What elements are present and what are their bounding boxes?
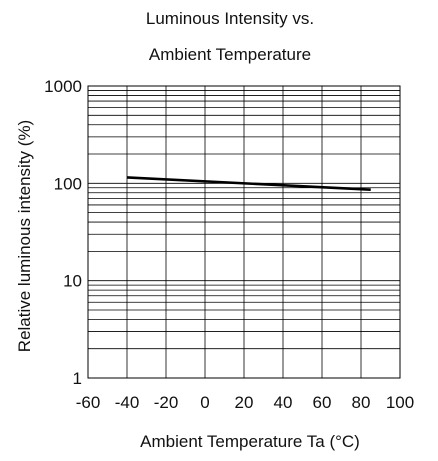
y-tick-label: 1 <box>73 369 82 388</box>
x-axis-ticks: -60 -40 -20 0 20 40 60 80 100 <box>76 393 414 412</box>
y-tick-label: 100 <box>54 174 82 193</box>
x-axis-label: Ambient Temperature Ta (°C) <box>140 432 360 451</box>
grid <box>87 85 401 379</box>
y-axis-label: Relative luminous intensity (%) <box>15 120 34 352</box>
x-tick-label: -20 <box>154 393 179 412</box>
series-line <box>126 176 371 192</box>
y-axis-ticks: 1 10 100 1000 <box>44 77 82 388</box>
chart-title-line-1: Luminous Intensity vs. <box>146 9 314 28</box>
series-layer <box>126 176 371 192</box>
x-tick-label: 40 <box>274 393 293 412</box>
x-tick-label: 80 <box>352 393 371 412</box>
y-tick-label: 1000 <box>44 77 82 96</box>
x-tick-label: 20 <box>235 393 254 412</box>
y-tick-label: 10 <box>63 272 82 291</box>
x-tick-label: 100 <box>386 393 414 412</box>
chart-title-line-2: Ambient Temperature <box>149 45 311 64</box>
x-tick-label: 60 <box>313 393 332 412</box>
plot-frame <box>87 85 401 379</box>
x-tick-label: -60 <box>76 393 101 412</box>
x-tick-label: -40 <box>115 393 140 412</box>
x-tick-label: 0 <box>200 393 209 412</box>
